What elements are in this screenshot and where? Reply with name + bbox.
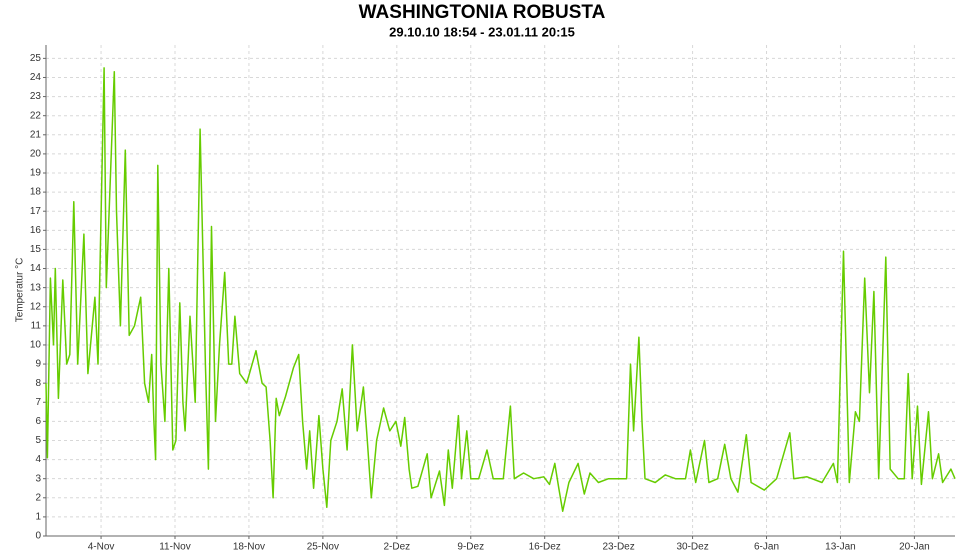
x-tick-label: 9-Dez [457,542,484,553]
y-tick-label: 17 [30,206,42,217]
x-tick-label: 18-Nov [233,542,265,553]
data-line [45,67,956,512]
y-axis-label: Temperatur °C [15,258,26,323]
x-tick-label: 2-Dez [383,542,410,553]
y-tick-label: 12 [30,301,42,312]
x-tick-label: 30-Dez [676,542,708,553]
x-tick-label: 6-Jan [754,542,779,553]
y-tick-label: 1 [35,512,41,523]
y-tick-label: 20 [30,149,42,160]
y-tick-label: 25 [30,53,42,64]
y-tick-label: 5 [35,435,41,446]
y-tick-label: 10 [30,340,42,351]
y-tick-label: 6 [35,416,41,427]
x-tick-label: 23-Dez [603,542,635,553]
y-tick-label: 2 [35,492,41,503]
y-tick-label: 16 [30,225,42,236]
chart-subtitle: 29.10.10 18:54 - 23.01.11 20:15 [389,24,575,39]
y-tick-label: 15 [30,244,42,255]
y-tick-label: 4 [35,454,41,465]
x-tick-label: 4-Nov [88,542,115,553]
y-tick-label: 18 [30,187,42,198]
y-tick-label: 8 [35,378,41,389]
x-tick-label: 25-Nov [307,542,339,553]
x-tick-label: 16-Dez [529,542,561,553]
chart-title: WASHINGTONIA ROBUSTA [359,2,606,23]
y-tick-label: 21 [30,129,42,140]
y-tick-label: 0 [35,531,41,542]
y-tick-label: 9 [35,359,41,370]
y-tick-label: 24 [30,72,42,83]
y-tick-label: 23 [30,91,42,102]
y-tick-label: 22 [30,110,42,121]
x-tick-label: 20-Jan [899,542,930,553]
y-tick-label: 19 [30,168,42,179]
y-tick-label: 7 [35,397,41,408]
y-tick-label: 13 [30,282,42,293]
y-tick-label: 11 [31,320,42,331]
y-tick-label: 14 [30,263,42,274]
x-tick-label: 13-Jan [825,542,856,553]
y-tick-label: 3 [35,473,41,484]
x-tick-label: 11-Nov [159,542,191,553]
